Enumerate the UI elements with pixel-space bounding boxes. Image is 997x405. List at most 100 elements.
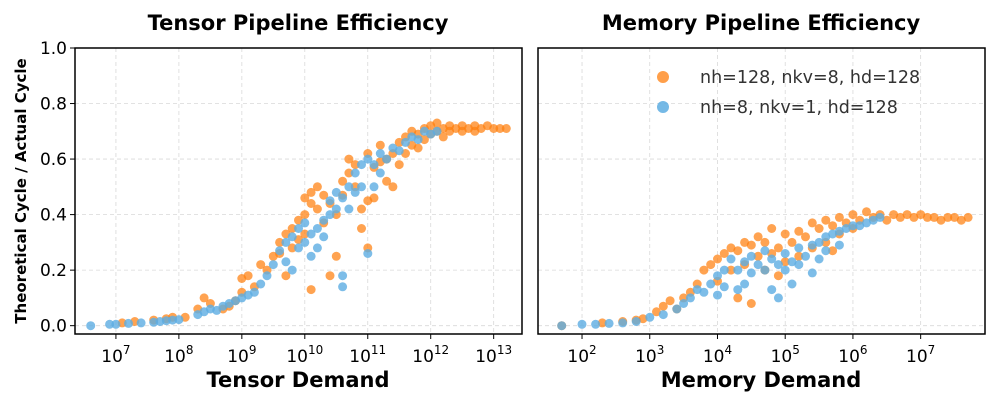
y-tick-label: 0.0 — [40, 317, 67, 337]
point-nh8 — [312, 224, 322, 233]
y-tick-label: 0.6 — [40, 150, 67, 170]
point-nh128 — [713, 254, 722, 264]
point-nh8 — [591, 319, 601, 329]
point-nh128 — [787, 237, 797, 247]
point-nh8 — [294, 243, 303, 253]
point-nh128 — [882, 215, 892, 225]
memory-x-tick-label: 107 — [906, 343, 935, 367]
point-nh8 — [760, 246, 770, 256]
point-nh8 — [604, 318, 614, 328]
point-nh128 — [706, 260, 716, 270]
point-nh8 — [369, 160, 379, 170]
point-nh128 — [733, 293, 743, 303]
point-nh8 — [262, 271, 272, 281]
point-nh128 — [773, 243, 783, 253]
point-nh8 — [331, 204, 341, 214]
point-nh8 — [401, 137, 410, 147]
point-nh128 — [243, 271, 253, 281]
point-nh8 — [300, 237, 310, 247]
point-nh8 — [780, 249, 790, 258]
point-nh8 — [814, 237, 824, 247]
point-nh128 — [331, 251, 341, 261]
point-nh8 — [382, 154, 392, 164]
point-nh8 — [787, 257, 797, 267]
point-nh8 — [136, 318, 146, 328]
point-nh8 — [338, 282, 348, 292]
memory-x-tick-label: 105 — [771, 343, 800, 367]
point-nh8 — [413, 135, 423, 145]
point-nh128 — [780, 257, 790, 267]
point-nh8 — [862, 218, 871, 228]
memory-x-tick-label: 103 — [635, 343, 664, 367]
point-nh128 — [312, 182, 322, 192]
point-nh128 — [489, 124, 499, 133]
point-nh8 — [773, 293, 783, 303]
point-nh128 — [375, 140, 385, 150]
point-nh8 — [801, 251, 810, 261]
point-nh8 — [746, 268, 756, 278]
point-nh128 — [438, 132, 448, 142]
point-nh8 — [300, 218, 310, 228]
point-nh128 — [199, 293, 209, 303]
point-nh8 — [821, 232, 831, 242]
point-nh128 — [413, 143, 423, 153]
point-nh8 — [794, 260, 804, 270]
point-nh8 — [794, 243, 804, 253]
point-nh8 — [124, 318, 133, 328]
point-nh8 — [699, 287, 709, 297]
point-nh128 — [746, 240, 756, 250]
y-tick-label: 0.8 — [40, 95, 67, 115]
point-nh128 — [300, 193, 310, 203]
point-nh128 — [388, 182, 398, 192]
memory-x-axis-label: Memory Demand — [661, 368, 862, 392]
point-nh128 — [862, 207, 871, 217]
tensor-x-tick-label: 1011 — [349, 343, 386, 367]
point-nh128 — [814, 224, 824, 233]
point-nh128 — [767, 224, 777, 233]
point-nh128 — [950, 212, 959, 222]
point-nh8 — [828, 229, 838, 239]
point-nh8 — [814, 254, 824, 264]
point-nh128 — [929, 212, 939, 222]
point-nh8 — [287, 265, 297, 275]
legend-label-series-2: nh=8, nkv=1, hd=128 — [700, 98, 898, 118]
point-nh8 — [740, 257, 750, 267]
point-nh8 — [875, 212, 885, 222]
legend: nh=128, nkv=8, hd=128 nh=8, nkv=1, hd=12… — [657, 68, 920, 118]
point-nh8 — [821, 246, 831, 256]
point-nh128 — [357, 224, 366, 233]
point-nh8 — [577, 319, 587, 329]
point-nh128 — [495, 124, 505, 133]
point-nh128 — [638, 314, 648, 324]
point-nh128 — [300, 229, 310, 239]
point-nh128 — [936, 215, 946, 225]
point-nh8 — [807, 268, 817, 278]
point-nh8 — [306, 229, 316, 239]
point-nh8 — [369, 182, 379, 192]
point-nh8 — [767, 285, 777, 295]
legend-marker-series-1 — [657, 71, 669, 83]
point-nh8 — [281, 237, 291, 247]
memory-panel: 102 103 104 105 106 107 Memory Pipeline Effic… — [537, 11, 986, 392]
point-nh8 — [325, 196, 335, 206]
point-nh128 — [828, 221, 838, 231]
point-nh8 — [281, 257, 291, 267]
point-nh8 — [685, 293, 695, 303]
point-nh8 — [357, 182, 366, 192]
point-nh8 — [344, 182, 354, 192]
point-nh128 — [726, 265, 736, 275]
tensor-chart-title: Tensor Pipeline Efficiency — [148, 11, 449, 35]
point-nh8 — [855, 221, 865, 231]
point-nh128 — [794, 251, 804, 261]
point-nh8 — [319, 215, 329, 225]
point-nh8 — [432, 126, 442, 136]
point-nh128 — [325, 271, 335, 281]
point-nh8 — [375, 149, 385, 158]
point-nh128 — [807, 218, 817, 228]
y-tick-label: 0.4 — [40, 206, 67, 226]
point-nh128 — [895, 212, 905, 222]
point-nh8 — [706, 279, 716, 289]
point-nh8 — [319, 232, 329, 242]
y-tick-label: 1.0 — [40, 39, 67, 59]
